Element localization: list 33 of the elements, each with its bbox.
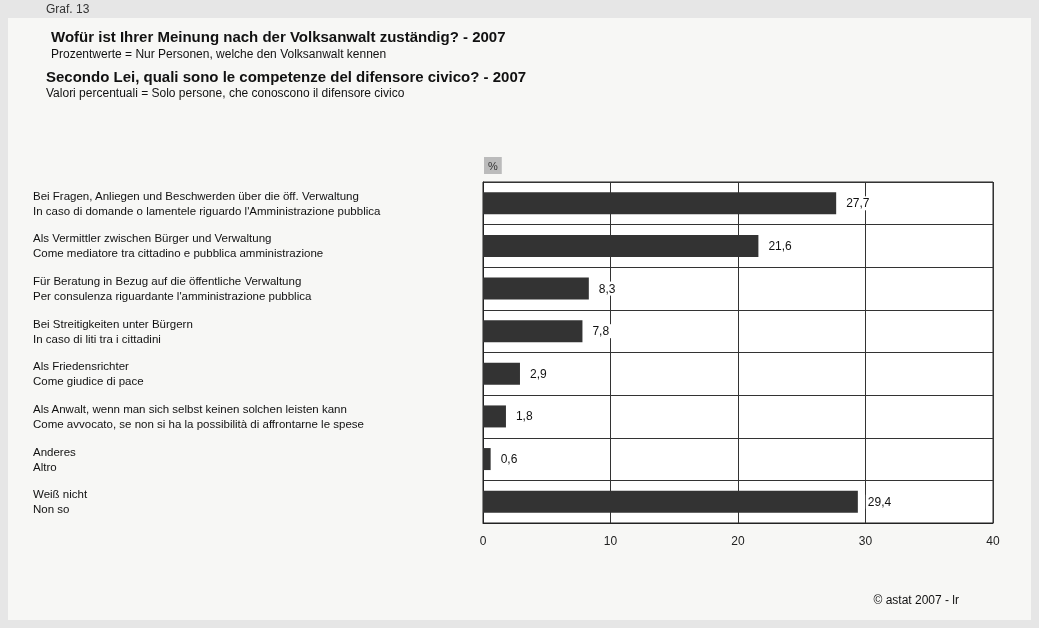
y-tick-label: Für Beratung in Bezug auf die öffentliche Verwaltung Per consulenza riguardante l'amministrazione pubblica [33, 275, 312, 303]
bar [483, 320, 583, 343]
y-tick-label: Als Anwalt, wenn man sich selbst keinen solchen leisten kann Come avvocato, se non si ha la possibilità di affrontarne le spese [33, 402, 364, 430]
data-label: 0,6 [500, 452, 518, 467]
x-tick-label: 20 [731, 534, 745, 548]
x-tick-label: 30 [858, 534, 873, 548]
text: Prozentwerte = Nur Personen, welche den Volksanwalt kennen [51, 47, 387, 61]
data-label: 7,8 [592, 324, 610, 339]
bar [483, 362, 520, 385]
x-tick-label: 40 [986, 534, 1000, 548]
y-tick-label: Als Vermittler zwischen Bürger und Verwaltung Come mediatore tra cittadino e pubblica amministrazione [33, 232, 324, 260]
data-label: 8,3 [598, 281, 616, 296]
data-label: 21,6 [768, 238, 793, 253]
y-tick-label: Weiß nicht Non so [33, 488, 88, 516]
x-tick-label: 0 [479, 534, 487, 548]
data-label: 2,9 [529, 366, 547, 381]
y-tick-label: Bei Fragen, Anliegen und Beschwerden über die öff. Verwaltung In caso di domande o lamentele riguardo l'Amministrazione pubblica [33, 189, 381, 217]
bar [483, 277, 589, 300]
data-label: 1,8 [515, 409, 533, 424]
bar [483, 448, 491, 471]
text: Graf. 13 [46, 2, 90, 16]
bar [483, 405, 506, 428]
y-tick-label: Bei Streitigkeiten unter Bürgern In caso di liti tra i cittadini [33, 317, 193, 345]
y-tick-label: Anderes Altro [33, 445, 77, 473]
text: Wofür ist Ihrer Meinung nach der Volksanwalt zuständig? - 2007 [51, 28, 506, 45]
text: Valori percentuali = Solo persone, che conoscono il difensore civico [46, 86, 405, 100]
text: Secondo Lei, quali sono le competenze del difensore civico? - 2007 [46, 68, 527, 85]
text: © astat 2007 - lr [873, 593, 959, 607]
x-axis-title: % [488, 159, 498, 172]
data-label: 27,7 [846, 196, 870, 211]
y-tick-label: Als Friedensrichter Come giudice di pace [33, 360, 144, 388]
x-tick-label: 10 [603, 534, 618, 548]
data-label: 29,4 [867, 494, 892, 509]
